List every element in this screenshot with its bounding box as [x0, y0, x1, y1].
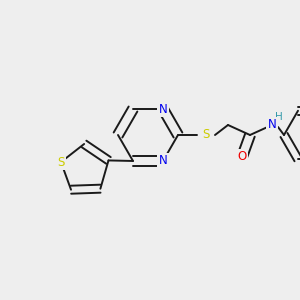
Text: N: N	[159, 154, 167, 167]
Text: N: N	[268, 118, 276, 131]
Text: O: O	[237, 151, 247, 164]
Text: N: N	[159, 103, 167, 116]
Text: S: S	[57, 156, 65, 169]
Text: H: H	[275, 112, 283, 122]
Text: S: S	[202, 128, 210, 142]
